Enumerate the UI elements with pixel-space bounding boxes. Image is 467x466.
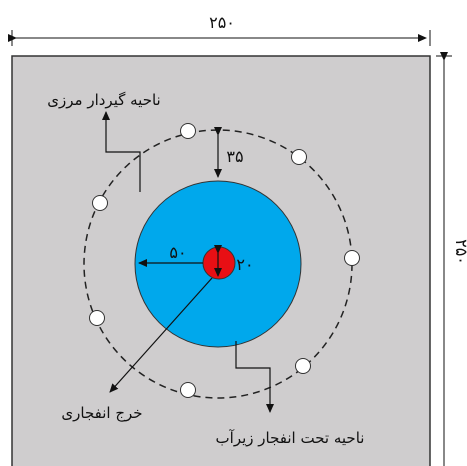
- boundary-zone-leader: [102, 111, 141, 192]
- width-dimension-label: ۲۵۰: [209, 13, 235, 32]
- boundary-nodes: [89, 123, 360, 398]
- boundary-node: [180, 382, 196, 398]
- gap-dimension-label: ۳۵: [226, 147, 243, 166]
- radius-dimension-label: ۵۰: [169, 243, 186, 262]
- boundary-node: [344, 250, 360, 266]
- explosive-charge-leader: [109, 277, 213, 393]
- boundary-zone-label: ناحیه گیردار مرزی: [47, 91, 160, 109]
- height-dimension-label: ۲۵۰: [452, 239, 467, 265]
- boundary-node: [92, 195, 108, 211]
- boundary-node: [295, 358, 311, 374]
- underwater-zone-leader: [235, 341, 274, 413]
- explosive-charge-circle: [202, 246, 236, 280]
- boundary-node: [291, 149, 307, 165]
- boundary-node: [180, 123, 196, 139]
- boundary-node: [89, 310, 105, 326]
- underwater-zone-label: ناحیه تحت انفجار زیرآب: [216, 429, 365, 447]
- charge-dimension-label: ۲۰: [236, 255, 253, 274]
- explosive-charge-label: خرج انفجاری: [61, 404, 142, 423]
